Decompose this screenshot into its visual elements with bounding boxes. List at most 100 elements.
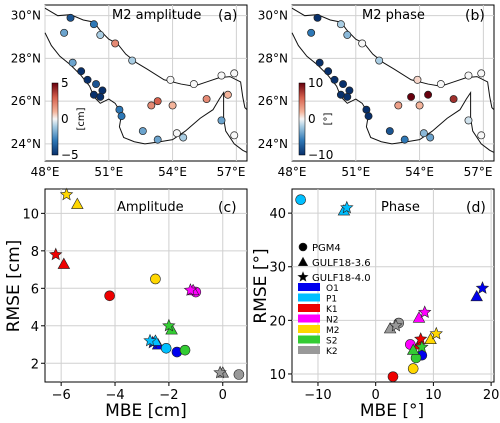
x-tick-label-first: 48°E — [278, 165, 307, 179]
station-marker — [230, 69, 239, 78]
data-point-star — [213, 365, 227, 379]
legend-label: K2 — [326, 347, 338, 357]
station-marker — [400, 135, 409, 144]
legend-marker-circle — [298, 242, 308, 252]
station-marker — [415, 101, 424, 110]
map-title: M2 phase — [362, 8, 425, 23]
x-tick-label-first: 48°E — [31, 165, 60, 179]
station-marker — [330, 75, 339, 84]
data-point-star — [418, 305, 432, 319]
legend-swatch — [298, 283, 320, 291]
station-marker — [385, 127, 394, 136]
data-point-star — [49, 247, 63, 261]
station-marker — [172, 129, 181, 138]
colorbar: 10 0 −10 [°] — [298, 76, 334, 162]
legend-label: K1 — [326, 305, 338, 315]
station-marker — [230, 131, 239, 140]
panel-label: (a) — [218, 8, 238, 24]
station-marker — [66, 13, 75, 22]
plot-frame — [44, 188, 248, 383]
legend-label: GULF18-4.0 — [312, 273, 371, 284]
station-marker — [179, 133, 188, 142]
map-frame — [291, 4, 495, 162]
panel-b-phase-map: 48°E 51°E 54°E 57°E 30°N 28°N 26°N 24°N M2 phas… — [258, 4, 495, 179]
station-marker — [77, 67, 86, 76]
plot-frame — [291, 188, 495, 383]
data-points — [49, 187, 245, 380]
station-marker — [189, 80, 198, 89]
map-ticks: 48°E 51°E 54°E 57°E 30°N 28°N 26°N 24°N — [258, 9, 493, 179]
panel-a-amplitude-map: 48°E 51°E 54°E 57°E 30°N 28°N 26°N 24°N M2 ampl… — [11, 4, 248, 179]
colorbar-tick-label: 10 — [308, 76, 323, 90]
data-point-star — [183, 283, 198, 296]
x-tick-label: −2 — [159, 388, 178, 403]
x-tick-label: 51°E — [341, 165, 370, 179]
station-marker — [138, 127, 147, 136]
station-marker — [364, 112, 373, 121]
data-point-circle — [387, 371, 399, 382]
colorbar-scale — [298, 82, 306, 156]
station-marker — [68, 58, 77, 67]
station-marker — [128, 56, 137, 65]
data-point-star — [162, 318, 176, 332]
y-tick-label: 30°N — [258, 9, 288, 23]
data-point-circle — [104, 290, 115, 302]
data-point-triangle — [71, 197, 84, 209]
data-points — [295, 194, 490, 382]
station-marker — [96, 92, 105, 101]
data-point-star — [414, 332, 428, 345]
x-tick-label: 20 — [483, 388, 500, 403]
x-tick-label: 51°E — [94, 165, 123, 179]
y-tick-label: 26°N — [11, 94, 41, 108]
x-tick-label: 10 — [425, 388, 442, 403]
x-tick-label: 0 — [219, 388, 227, 403]
station-marker — [60, 28, 69, 37]
station-marker — [96, 30, 105, 39]
legend-label: PGM4 — [312, 243, 341, 254]
legend-swatch — [298, 314, 320, 323]
axis-ticks: −6 −4 −2 0 2 4 6 8 10 — [22, 207, 226, 403]
station-marker — [358, 39, 367, 48]
station-marker — [426, 133, 435, 142]
station-marker — [89, 20, 98, 29]
y-tick-label: 28°N — [11, 51, 41, 65]
legend-label: S2 — [326, 337, 337, 347]
station-marker — [375, 56, 384, 65]
legend-label: M2 — [326, 326, 340, 336]
legend-label: O1 — [326, 284, 339, 294]
plot-title: Phase — [381, 200, 420, 215]
station-markers — [60, 13, 239, 144]
legend-label: N2 — [326, 316, 338, 326]
colorbar: 5 0 −5 [cm] — [51, 76, 87, 162]
x-axis-label: MBE [°] — [360, 401, 424, 421]
x-tick-label: 54°E — [158, 165, 187, 179]
x-axis-label: MBE [cm] — [105, 401, 187, 421]
y-tick-label: 24°N — [11, 137, 41, 151]
y-tick-label: 10 — [269, 368, 286, 383]
station-marker — [419, 129, 428, 138]
station-marker — [336, 20, 345, 29]
station-marker — [217, 71, 226, 80]
data-point-circle — [407, 363, 419, 374]
station-marker — [92, 80, 100, 89]
colorbar-tick-label: −10 — [308, 148, 333, 162]
colorbar-tick-label: −5 — [61, 148, 79, 162]
data-point-star — [59, 187, 74, 201]
data-point-star — [415, 340, 429, 353]
station-marker — [436, 80, 445, 89]
y-tick-label: 30 — [269, 261, 286, 276]
x-tick-label: 57°E — [464, 165, 493, 179]
station-marker — [217, 116, 226, 125]
y-tick-label: 4 — [31, 320, 39, 335]
legend-swatch — [298, 346, 320, 354]
data-point-star — [429, 326, 443, 340]
legend-swatch — [298, 293, 320, 302]
station-marker — [339, 80, 347, 89]
x-tick-label: 57°E — [217, 165, 246, 179]
x-tick-label: 0 — [372, 388, 380, 403]
x-tick-label: −10 — [304, 388, 331, 403]
station-marker — [449, 95, 458, 103]
panel-c-amplitude-scatter: −6 −4 −2 0 2 4 6 8 10 Amplitude (c) MBE [cm] RMS… — [4, 187, 248, 421]
colorbar-tick-label: 0 — [308, 112, 316, 126]
